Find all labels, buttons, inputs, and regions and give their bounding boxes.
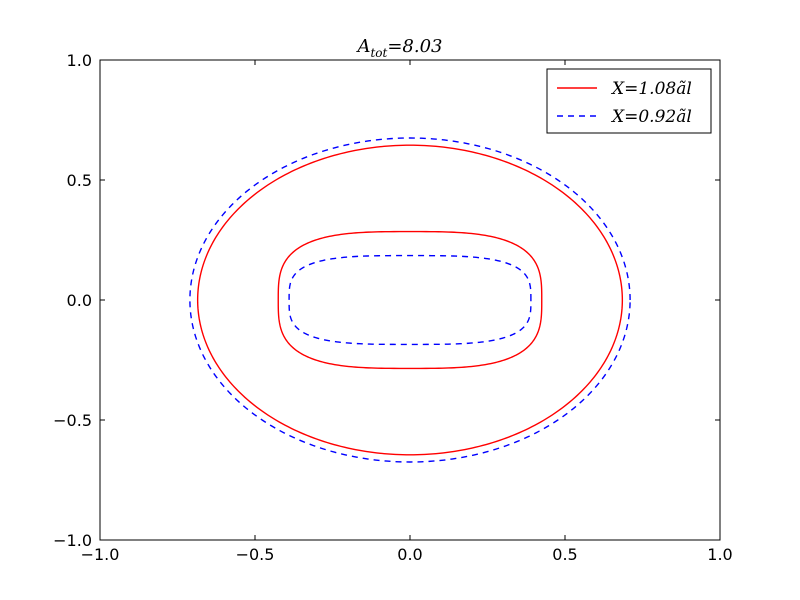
y-tick-label-1: −0.5 (53, 411, 92, 430)
series-1-contour-0 (189, 137, 631, 463)
title-base: A (355, 36, 370, 57)
series-0-contour-0 (196, 144, 624, 456)
plot-area (189, 137, 631, 463)
x-tick-label-3: 0.5 (552, 545, 577, 564)
axis-ticks: −1.0 −0.5 0.0 0.5 1.0 −1.0 −0.5 0.0 0.5 1.0 (53, 51, 733, 564)
legend-label-blue: X=0.92ãl (610, 107, 692, 127)
axes-frame (99, 59, 721, 541)
title-rest: =8.03 (387, 36, 442, 57)
series-1-contour-1 (288, 254, 532, 346)
legend-label-red: X=1.08ãl (610, 79, 692, 99)
chart-title: Atot=8.03 (355, 36, 442, 60)
series-0-contour-1 (277, 230, 543, 370)
y-tick-label-4: 1.0 (67, 51, 92, 70)
y-tick-label-3: 0.5 (67, 171, 92, 190)
x-tick-label-0: −1.0 (81, 545, 120, 564)
y-tick-label-2: 0.0 (67, 291, 92, 310)
x-tick-label-1: −0.5 (236, 545, 275, 564)
legend-box (546, 68, 712, 134)
x-tick-label-2: 0.0 (397, 545, 422, 564)
x-tick-label-4: 1.0 (707, 545, 732, 564)
legend: X=1.08ãl X=0.92ãl (546, 68, 712, 134)
y-tick-label-0: −1.0 (53, 531, 92, 550)
title-sub: tot (370, 46, 387, 60)
